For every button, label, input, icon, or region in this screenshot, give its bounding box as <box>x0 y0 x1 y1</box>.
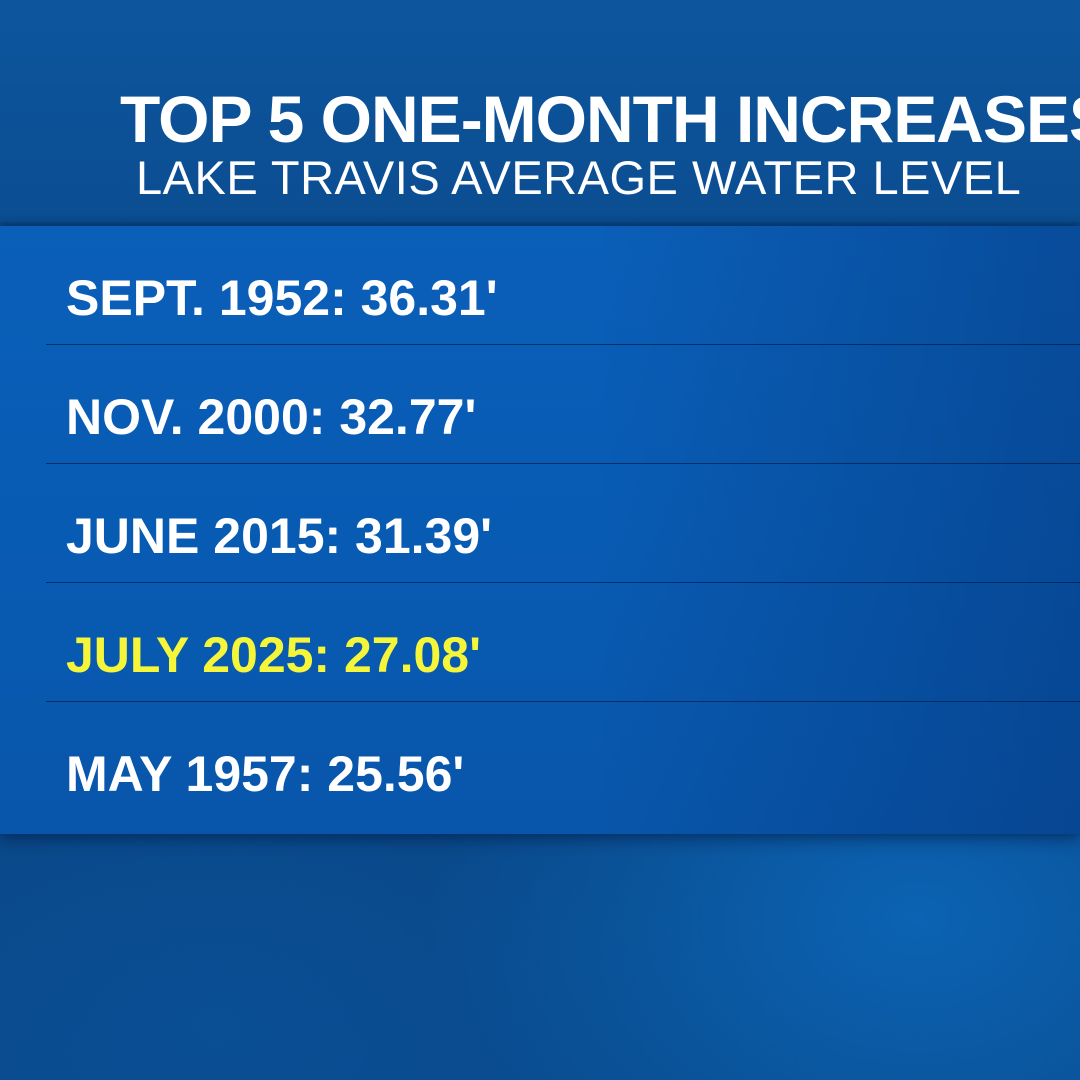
list-item: NOV. 2000: 32.77' <box>0 345 1080 464</box>
list-item-label: NOV. 2000: 32.77' <box>66 389 477 445</box>
row-divider <box>46 582 1080 583</box>
list-item-label: SEPT. 1952: 36.31' <box>66 270 498 326</box>
header-band: TOP 5 ONE-MONTH INCREASES LAKE TRAVIS AV… <box>0 0 1080 222</box>
row-divider <box>46 344 1080 345</box>
list-item-highlighted: JULY 2025: 27.08' <box>0 583 1080 702</box>
list-item-label: MAY 1957: 25.56' <box>66 746 465 802</box>
list-item-label: JUNE 2015: 31.39' <box>66 508 493 564</box>
page-subtitle: LAKE TRAVIS AVERAGE WATER LEVEL <box>136 151 1022 204</box>
list-item: JUNE 2015: 31.39' <box>0 464 1080 583</box>
ranking-list: SEPT. 1952: 36.31' NOV. 2000: 32.77' JUN… <box>0 226 1080 834</box>
row-divider <box>46 463 1080 464</box>
page-title: TOP 5 ONE-MONTH INCREASES <box>120 82 1080 156</box>
list-item: MAY 1957: 25.56' <box>0 702 1080 821</box>
list-item: SEPT. 1952: 36.31' <box>0 226 1080 345</box>
list-item-label: JULY 2025: 27.08' <box>66 627 481 683</box>
row-divider <box>46 701 1080 702</box>
